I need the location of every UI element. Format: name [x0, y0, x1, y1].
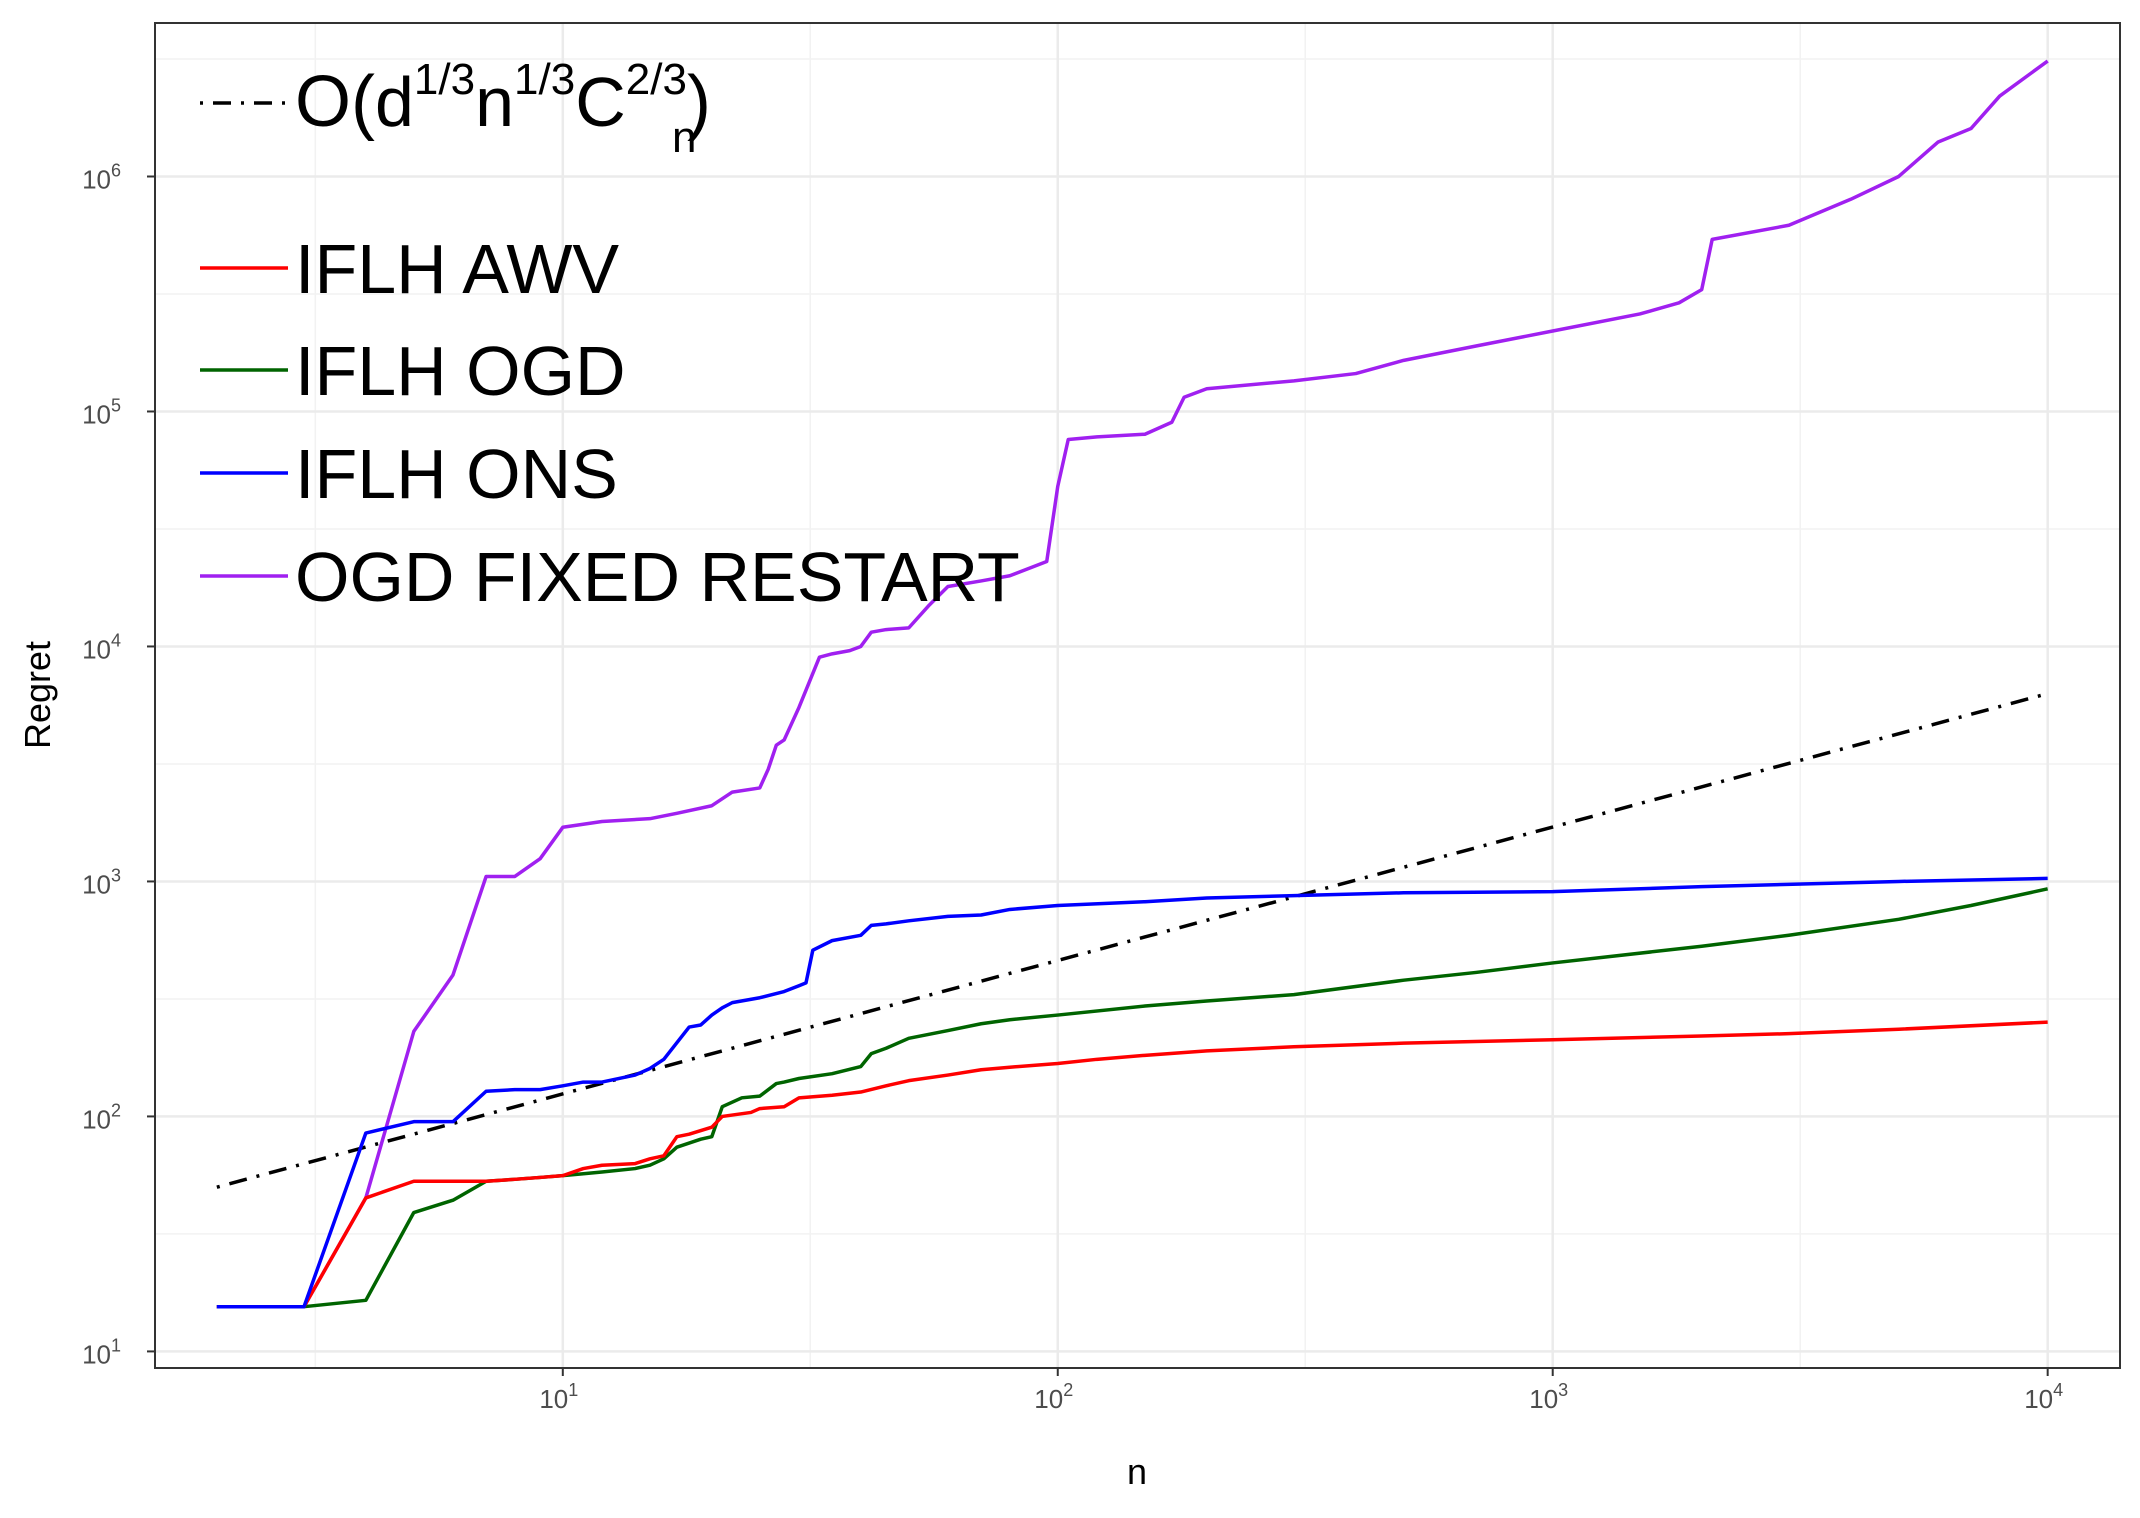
x-tick-exponent-1: 2: [1063, 1380, 1073, 1400]
y-tick-exponent-3: 4: [111, 630, 121, 650]
bigo-d: d: [375, 63, 414, 141]
bigo-c: C: [575, 63, 626, 141]
series-line-iflh-awv: [216, 1020, 2048, 1309]
y-tick-base-4: 10: [82, 399, 111, 429]
y-tick-label-4: 105: [82, 395, 121, 429]
legend-label-iflh-ogd: IFLH OGD: [295, 332, 626, 410]
reference-line-layer: [216, 691, 2049, 1189]
series-layer: [216, 59, 2049, 1309]
plot-panel-border: [154, 22, 2121, 1369]
x-tick-label-3: 104: [2024, 1380, 2063, 1414]
y-tick-base-0: 10: [82, 1339, 111, 1369]
x-tick-base-0: 10: [539, 1384, 568, 1414]
plot-panel-background: [155, 23, 2120, 1368]
x-tick-base-2: 10: [1529, 1384, 1558, 1414]
bigo-d-exponent: 1/3: [414, 55, 475, 104]
bigo-n: n: [475, 63, 514, 141]
x-tick-label-1: 102: [1034, 1380, 1073, 1414]
legend-label-iflh-ons: IFLH ONS: [295, 435, 618, 513]
x-tick-label-0: 101: [539, 1380, 578, 1414]
legend-label-reference-subscript: n: [672, 113, 696, 162]
x-tick-base-3: 10: [2024, 1384, 2053, 1414]
y-tick-exponent-5: 6: [111, 160, 121, 180]
bigo-close: ): [687, 62, 711, 142]
x-axis-title: n: [1127, 1451, 1147, 1492]
x-tick-exponent-2: 3: [1558, 1380, 1568, 1400]
y-tick-base-2: 10: [82, 869, 111, 899]
bigo-c-superscript: 2/3: [626, 55, 687, 104]
y-tick-base-5: 10: [82, 164, 111, 194]
x-tick-label-2: 103: [1529, 1380, 1568, 1414]
y-tick-label-1: 102: [82, 1100, 121, 1134]
y-axis-title: Regret: [17, 641, 58, 749]
grid-lines: [155, 23, 2120, 1368]
x-tick-exponent-3: 4: [2053, 1380, 2063, 1400]
bigo-open: O(: [295, 62, 375, 142]
y-tick-label-2: 103: [82, 865, 121, 899]
x-axis-ticks: 101 102 103 104: [539, 1368, 2063, 1414]
y-tick-exponent-2: 3: [111, 865, 121, 885]
y-tick-exponent-4: 5: [111, 395, 121, 415]
y-tick-base-1: 10: [82, 1104, 111, 1134]
legend-label-iflh-awv: IFLH AWV: [295, 230, 619, 308]
series-line-ogd-fixed-restart: [216, 59, 2049, 1309]
y-tick-label-0: 101: [82, 1335, 121, 1369]
y-tick-label-5: 106: [82, 160, 121, 194]
series-line-iflh-ons: [216, 876, 2048, 1309]
y-tick-label-3: 104: [82, 630, 121, 664]
y-tick-base-3: 10: [82, 634, 111, 664]
legend: O(d1/3n1/3C2/3) n IFLH AWV IFLH OGD IFLH…: [200, 55, 1020, 616]
series-line-reference: [216, 691, 2049, 1189]
legend-label-reference: O(d1/3n1/3C2/3): [295, 55, 711, 142]
bigo-n-exponent: 1/3: [514, 55, 575, 104]
y-tick-exponent-0: 1: [111, 1335, 121, 1355]
x-tick-exponent-0: 1: [568, 1380, 578, 1400]
legend-label-ogd-fixed-restart: OGD FIXED RESTART: [295, 538, 1020, 616]
y-tick-exponent-1: 2: [111, 1100, 121, 1120]
x-tick-base-1: 10: [1034, 1384, 1063, 1414]
